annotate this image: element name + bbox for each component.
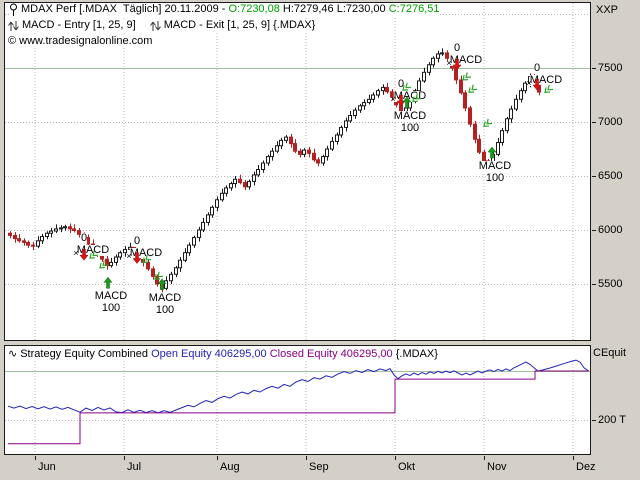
high-low-values: H:7279,46 L:7230,00	[283, 3, 389, 15]
y-axis-label: 5500	[598, 278, 622, 290]
x-axis-label: Dez	[576, 461, 596, 473]
equity-header-row: ∿ Strategy Equity Combined Open Equity 4…	[8, 348, 438, 361]
equity-y-axis-label: 200 T	[598, 414, 626, 426]
equity-symbol: {.MDAX}	[396, 348, 438, 360]
y-axis-label: 6000	[598, 224, 622, 236]
x-axis-label: Aug	[220, 461, 240, 473]
open-value: O:7230,08	[228, 3, 282, 15]
indicator-label: MACD - Exit [1, 25, 9] {.MDAX}	[164, 19, 316, 32]
axis-tick	[306, 456, 307, 460]
axis-tick	[592, 420, 596, 421]
axis-tick	[124, 456, 125, 460]
y-axis-label: 6500	[598, 170, 622, 182]
pin-icon	[9, 3, 18, 16]
copyright-label: © www.tradesignalonline.com	[8, 35, 152, 48]
tradesignal-chart-window: 0MACD×0MACD×0MACD×0MACD×0MACD×MACD100MAC…	[0, 0, 640, 480]
copyright-text: © www.tradesignalonline.com	[8, 35, 152, 48]
axis-tick	[592, 68, 596, 69]
equity-curve-icon: ∿	[8, 348, 17, 361]
axis-tick	[592, 122, 596, 123]
x-axis-label: Jul	[127, 461, 141, 473]
axis-tick	[484, 456, 485, 460]
open-equity-value: Open Equity 406295,00	[151, 348, 270, 360]
axis-tick	[217, 456, 218, 460]
x-axis-label: Okt	[398, 461, 415, 473]
indicator-label: MACD - Entry [1, 25, 9]	[22, 19, 136, 32]
y-axis-label: 7000	[598, 116, 622, 128]
instrument-title: MDAX Perf [.MDAX Täglich] 20.11.2009 -	[21, 3, 228, 15]
x-axis-label: Nov	[487, 461, 507, 473]
axis-tick	[592, 176, 596, 177]
axis-tick	[592, 284, 596, 285]
strategy-exit-icon	[150, 20, 161, 32]
x-axis-label: Jun	[38, 461, 56, 473]
equity-title: Strategy Equity Combined	[20, 348, 151, 360]
equity-axis-label: CEquit	[593, 347, 626, 359]
chart-title-row: MDAX Perf [.MDAX Täglich] 20.11.2009 - O…	[9, 3, 439, 16]
closed-equity-value: Closed Equity 406295,00	[270, 348, 396, 360]
price-axis-symbol-label: XXP	[596, 4, 618, 16]
indicator-row: MACD - Entry [1, 25, 9] MACD - Exit [1, 2…	[8, 19, 315, 32]
axis-tick	[573, 456, 574, 460]
axis-tick	[395, 456, 396, 460]
y-axis-label: 7500	[598, 62, 622, 74]
equity-header-text: Strategy Equity Combined Open Equity 406…	[20, 348, 438, 361]
price-chart-panel[interactable]	[4, 2, 591, 341]
price-chart-title: MDAX Perf [.MDAX Täglich] 20.11.2009 - O…	[21, 3, 439, 16]
strategy-entry-icon	[8, 20, 19, 32]
x-axis-label: Sep	[309, 461, 329, 473]
close-value: C:7276,51	[389, 3, 440, 15]
axis-tick	[592, 230, 596, 231]
equity-chart-panel[interactable]	[4, 345, 591, 455]
axis-tick	[35, 456, 36, 460]
